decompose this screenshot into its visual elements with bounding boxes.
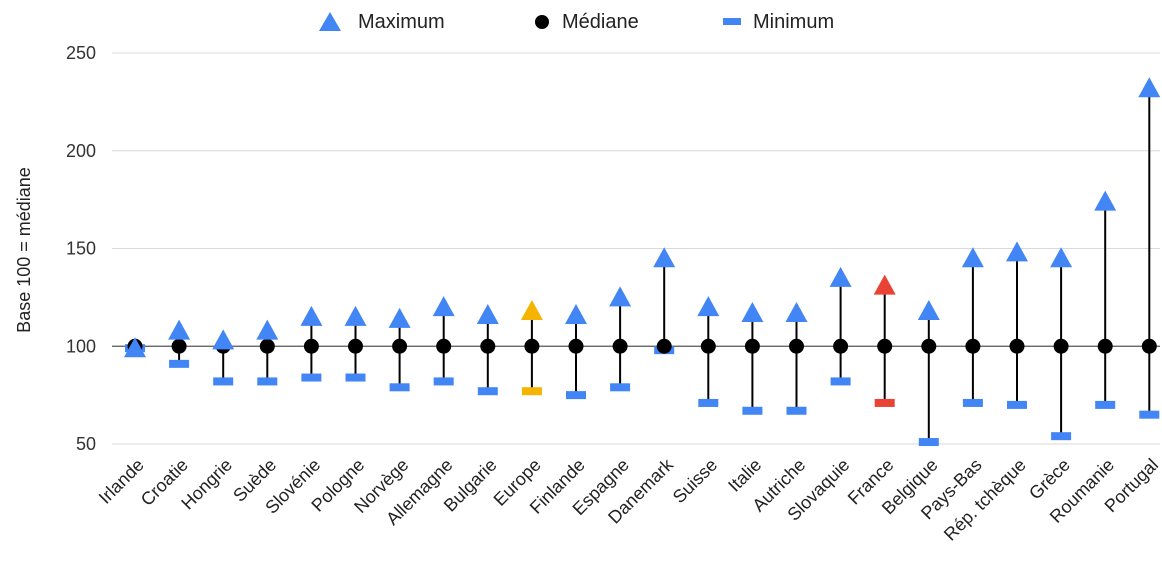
max-mark-suede bbox=[256, 319, 279, 340]
max-mark-pays-bas bbox=[961, 247, 984, 268]
y-tick-label-250: 250 bbox=[66, 43, 96, 63]
max-mark-pologne bbox=[344, 305, 367, 326]
gridlines bbox=[112, 52, 1160, 445]
min-mark-rep-tcheque bbox=[1007, 400, 1027, 409]
min-mark-pays-bas bbox=[962, 398, 983, 407]
median-mark-bulgarie bbox=[480, 338, 496, 354]
legend-circle-icon bbox=[535, 15, 549, 29]
x-axis-ticks: IrlandeCroatieHongrieSuèdeSlovéniePologn… bbox=[95, 454, 1162, 545]
max-mark-danemark bbox=[653, 247, 676, 268]
median-mark-slovenie bbox=[303, 338, 319, 354]
min-mark-france bbox=[874, 398, 895, 407]
legend-item-max: Maximum bbox=[319, 11, 445, 33]
y-tick-label-150: 150 bbox=[66, 239, 96, 259]
min-mark-roumanie bbox=[1095, 400, 1116, 409]
y-axis-ticks: 50 100 150 200 250 bbox=[66, 43, 96, 454]
min-mark-espagne bbox=[610, 383, 631, 392]
x-tick-label-suisse: Suisse bbox=[669, 455, 721, 507]
median-mark-finlande bbox=[568, 338, 584, 354]
min-mark-allemagne bbox=[433, 377, 454, 386]
legend-label-median: Médiane bbox=[562, 11, 639, 33]
median-mark-suisse bbox=[700, 338, 716, 354]
min-mark-suede bbox=[257, 377, 278, 386]
min-mark-grece bbox=[1051, 432, 1072, 441]
min-mark-slovenie bbox=[301, 373, 322, 382]
max-mark-slovenie bbox=[300, 305, 323, 326]
median-mark-slovaquie bbox=[833, 338, 849, 354]
median-mark-france bbox=[877, 338, 893, 354]
max-mark-italie bbox=[741, 302, 764, 323]
legend-label-max: Maximum bbox=[358, 11, 445, 33]
chart-marks bbox=[124, 77, 1161, 447]
min-mark-hongrie bbox=[213, 377, 234, 386]
median-mark-roumanie bbox=[1097, 338, 1113, 354]
max-mark-france bbox=[873, 274, 896, 295]
max-mark-belgique bbox=[917, 300, 940, 321]
median-mark-espagne bbox=[612, 338, 628, 354]
max-mark-hongrie bbox=[212, 329, 235, 350]
max-mark-slovaquie bbox=[829, 266, 852, 287]
whiskers bbox=[134, 94, 1151, 443]
max-mark-bulgarie bbox=[476, 303, 499, 324]
median-mark-norvege bbox=[392, 338, 408, 354]
max-mark-allemagne bbox=[432, 296, 455, 317]
median-mark-belgique bbox=[921, 338, 937, 354]
max-mark-grece bbox=[1050, 247, 1073, 268]
max-mark-norvege bbox=[388, 307, 411, 328]
median-mark-danemark bbox=[656, 338, 672, 354]
max-mark-rep-tcheque bbox=[1006, 241, 1028, 262]
max-mark-europe bbox=[520, 300, 543, 321]
max-mark-irlande bbox=[124, 337, 146, 358]
min-mark-autriche bbox=[786, 406, 807, 415]
max-mark-roumanie bbox=[1094, 190, 1117, 211]
median-mark-rep-tcheque bbox=[1009, 338, 1025, 354]
min-mark-portugal bbox=[1139, 410, 1160, 419]
min-mark-suisse bbox=[698, 398, 719, 407]
legend-label-min: Minimum bbox=[753, 11, 834, 33]
y-axis-label: Base 100 = médiane bbox=[14, 167, 34, 333]
median-mark-croatie bbox=[171, 338, 187, 354]
min-mark-belgique bbox=[918, 438, 939, 447]
median-mark-grece bbox=[1053, 338, 1069, 354]
legend-triangle-icon bbox=[319, 12, 341, 31]
median-mark-autriche bbox=[789, 338, 804, 354]
legend-dash-icon bbox=[723, 18, 741, 25]
median-mark-italie bbox=[744, 338, 760, 354]
median-mark-pologne bbox=[348, 338, 363, 354]
min-mark-pologne bbox=[345, 373, 366, 382]
legend-item-min: Minimum bbox=[723, 11, 834, 33]
min-mark-finlande bbox=[566, 391, 586, 400]
min-mark-slovaquie bbox=[830, 377, 851, 386]
max-mark-suisse bbox=[697, 296, 720, 317]
median-mark-europe bbox=[524, 338, 540, 354]
max-mark-croatie bbox=[168, 319, 191, 340]
max-mark-portugal bbox=[1138, 77, 1161, 98]
legend: Maximum Médiane Minimum bbox=[319, 11, 834, 33]
min-mark-norvege bbox=[389, 383, 410, 392]
y-tick-label-200: 200 bbox=[66, 141, 96, 161]
min-mark-italie bbox=[742, 406, 763, 415]
max-mark-finlande bbox=[565, 303, 587, 324]
max-mark-espagne bbox=[609, 286, 632, 307]
median-mark-suede bbox=[259, 338, 275, 354]
median-mark-allemagne bbox=[436, 338, 452, 354]
median-mark-portugal bbox=[1141, 338, 1157, 354]
y-tick-label-100: 100 bbox=[66, 336, 96, 356]
min-mark-bulgarie bbox=[477, 387, 498, 396]
min-mark-croatie bbox=[169, 359, 190, 368]
median-mark-pays-bas bbox=[965, 338, 981, 354]
max-mark-autriche bbox=[785, 302, 808, 323]
min-mark-europe bbox=[521, 387, 542, 396]
y-tick-label-50: 50 bbox=[76, 434, 96, 454]
legend-item-median: Médiane bbox=[535, 11, 639, 33]
